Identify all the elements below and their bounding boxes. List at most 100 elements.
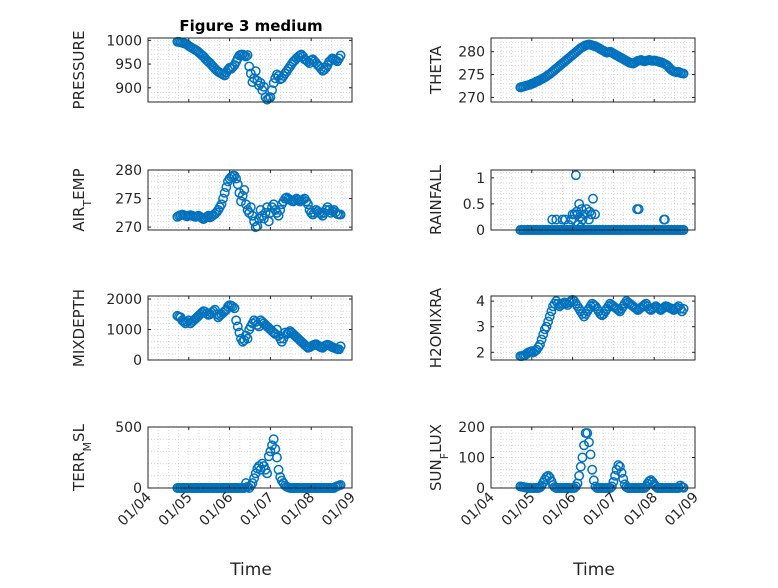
y-axis-label: AIRTEMP [70, 168, 94, 231]
data-point [585, 449, 596, 460]
data-point [587, 464, 598, 475]
axes-box [490, 37, 696, 103]
data-point [260, 207, 271, 218]
data-point [216, 199, 227, 210]
data-point [574, 198, 585, 209]
data-point [566, 214, 577, 225]
y-axis-label: TERRMSL [70, 423, 94, 492]
data-point [208, 210, 219, 221]
data-point [240, 199, 251, 210]
data-point [614, 461, 625, 472]
data-point [577, 214, 588, 225]
data-point [268, 327, 279, 338]
y-tick-label: 280 [115, 163, 142, 179]
y-axis-label-tail: EMP [70, 168, 88, 199]
y-tick-label: 2000 [106, 292, 142, 308]
y-axis-label-main: MIXDEPTH [70, 289, 88, 367]
y-axis-label: MIXDEPTH [70, 289, 88, 367]
subplot-air_temp: 270 275 280 AIRTEMP [70, 163, 353, 236]
data-point [258, 213, 269, 224]
data-point [227, 61, 238, 72]
y-axis-label: PRESSURE [70, 31, 88, 110]
data-point [600, 306, 611, 317]
data-point [265, 446, 276, 457]
data-point [219, 187, 230, 198]
data-point [678, 68, 689, 79]
y-axis-label-main: TERR [70, 451, 88, 492]
data-point [606, 481, 617, 492]
data-point [271, 324, 282, 335]
y-axis-label-main: PRESSURE [70, 31, 88, 110]
axes-box [147, 295, 353, 361]
data-point [582, 428, 593, 439]
data-point [180, 318, 191, 329]
y-tick-label: 4 [476, 294, 485, 310]
y-axis-label-subscript: M [81, 442, 94, 452]
data-point [544, 311, 555, 322]
y-tick-label: 270 [115, 220, 142, 236]
data-point [244, 61, 255, 72]
data-point [249, 473, 260, 484]
data-point [535, 482, 545, 493]
data-point [611, 464, 622, 475]
data-point [203, 56, 214, 67]
y-tick-label: 1 [476, 171, 485, 187]
y-tick-label: 100 [458, 451, 485, 467]
data-point [547, 214, 558, 225]
data-point [240, 51, 251, 62]
data-point [239, 185, 250, 195]
data-point [273, 210, 284, 221]
data-point [227, 301, 238, 312]
data-point [335, 209, 346, 220]
data-point [177, 315, 188, 326]
y-tick-label: 0 [476, 223, 485, 239]
data-point [641, 298, 651, 309]
data-point [563, 219, 574, 230]
axes-box [147, 426, 353, 489]
y-tick-label: 0 [133, 353, 142, 369]
data-point [335, 341, 346, 352]
data-point [631, 303, 642, 314]
data-point [250, 222, 261, 233]
data-point [543, 470, 554, 481]
data-point [231, 173, 242, 184]
y-tick-label: 270 [458, 90, 485, 106]
data-point [224, 173, 235, 184]
data-point [577, 308, 588, 319]
data-point [633, 204, 644, 215]
y-tick-label: 2 [476, 345, 485, 361]
data-point [579, 440, 589, 451]
data-point [543, 316, 554, 327]
y-axis-label-main: AIR [70, 207, 88, 232]
axes-box [490, 295, 696, 361]
y-tick-label: 3 [476, 320, 485, 336]
data-point [206, 307, 217, 318]
y-axis-label: RAINFALL [427, 164, 445, 235]
y-tick-label: 200 [458, 420, 485, 436]
y-axis-label-main: RAINFALL [427, 164, 445, 235]
data-point [247, 478, 258, 489]
data-point [678, 303, 689, 314]
data-point [535, 339, 545, 350]
data-point [221, 182, 232, 193]
data-point [218, 193, 229, 204]
data-point [569, 296, 580, 307]
data-point [242, 333, 253, 344]
figure-title: Figure 3 medium [179, 17, 322, 35]
y-axis-label-main: THETA [427, 45, 445, 95]
data-point [673, 301, 684, 312]
data-point [566, 296, 576, 307]
x-axis-label-right: Time [572, 560, 615, 580]
data-point [242, 50, 253, 61]
data-point [236, 196, 246, 207]
subplot-rainfall: 0 0.5 1 RAINFALL [427, 164, 696, 239]
data-point [271, 452, 282, 463]
data-point [586, 209, 597, 220]
axes-box [147, 169, 353, 231]
data-point [244, 207, 255, 218]
y-axis-label-main: H2OMIXRA [427, 287, 445, 368]
y-tick-label: 275 [458, 68, 485, 84]
y-axis-label-subscript: T [81, 200, 94, 208]
